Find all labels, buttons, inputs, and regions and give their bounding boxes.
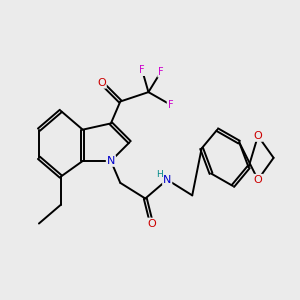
Text: N: N bbox=[163, 175, 171, 185]
Text: O: O bbox=[254, 131, 262, 141]
Text: F: F bbox=[140, 65, 145, 75]
Text: O: O bbox=[254, 175, 262, 185]
Text: O: O bbox=[147, 218, 156, 229]
Text: F: F bbox=[158, 67, 164, 77]
Text: N: N bbox=[107, 156, 115, 166]
Text: F: F bbox=[167, 100, 173, 110]
Text: O: O bbox=[97, 78, 106, 88]
Text: H: H bbox=[156, 169, 163, 178]
